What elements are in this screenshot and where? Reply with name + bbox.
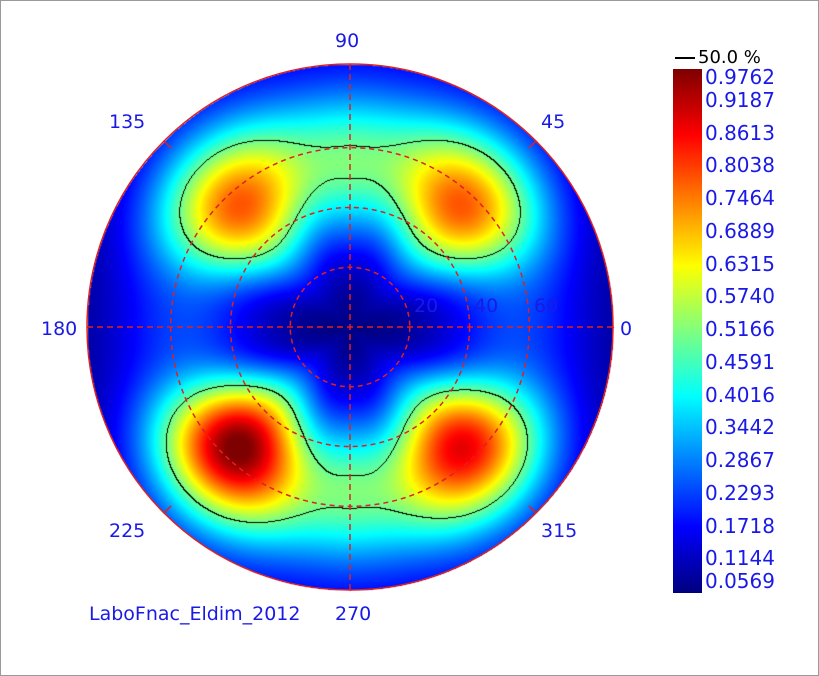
colorbar-tick-label: 0.8038 — [705, 153, 775, 178]
colorbar-tick-label: 0.1144 — [705, 546, 775, 571]
colorbar-tick-label: 0.5740 — [705, 284, 775, 309]
angle-label-90: 90 — [335, 30, 360, 52]
colorbar-tick-label: 0.4591 — [705, 349, 775, 374]
colorbar-tick-label: 0.9762 — [705, 65, 775, 89]
angle-label-135: 135 — [109, 111, 146, 133]
colorbar-tick-label: 0.7464 — [705, 186, 775, 210]
contour-legend: 50.0 % — [675, 47, 761, 68]
contour-legend-label: 50.0 % — [698, 47, 761, 68]
colorbar-tick-label: 0.1718 — [705, 513, 775, 538]
angle-label-0: 0 — [620, 318, 633, 340]
radial-label-40: 40 — [474, 295, 499, 317]
radial-label-20: 20 — [414, 295, 439, 317]
radial-label-60: 60 — [534, 295, 559, 317]
colorbar-tick-label: 0.5166 — [705, 317, 775, 341]
colorbar-tick-label: 0.8613 — [705, 120, 775, 145]
angle-label-45: 45 — [541, 111, 566, 133]
angle-label-225: 225 — [109, 520, 146, 542]
diagonal-tick-45 — [528, 140, 537, 149]
diagonal-tick-225 — [163, 505, 172, 514]
footer-label: LaboFnac_Eldim_2012 — [89, 603, 301, 625]
colorbar-tick-label: 0.3442 — [705, 415, 775, 440]
colorbar-tick-label: 0.4016 — [705, 382, 775, 407]
angle-label-270: 270 — [335, 603, 372, 625]
colorbar-tick-label: 0.6315 — [705, 251, 775, 276]
contour-line-swatch — [675, 57, 695, 59]
colorbar-tick-label: 0.6889 — [705, 218, 775, 243]
colorbar-tick-label: 0.9187 — [705, 87, 775, 112]
diagonal-tick-135 — [163, 140, 172, 149]
angle-label-315: 315 — [541, 520, 578, 542]
colorbar-tick-label: 0.0569 — [705, 569, 775, 593]
colorbar-tick-label: 0.2867 — [705, 448, 775, 472]
colorbar-tick-label: 0.2293 — [705, 480, 775, 505]
angle-label-180: 180 — [41, 318, 78, 340]
diagonal-tick-315 — [528, 505, 537, 514]
colorbar — [673, 69, 702, 593]
